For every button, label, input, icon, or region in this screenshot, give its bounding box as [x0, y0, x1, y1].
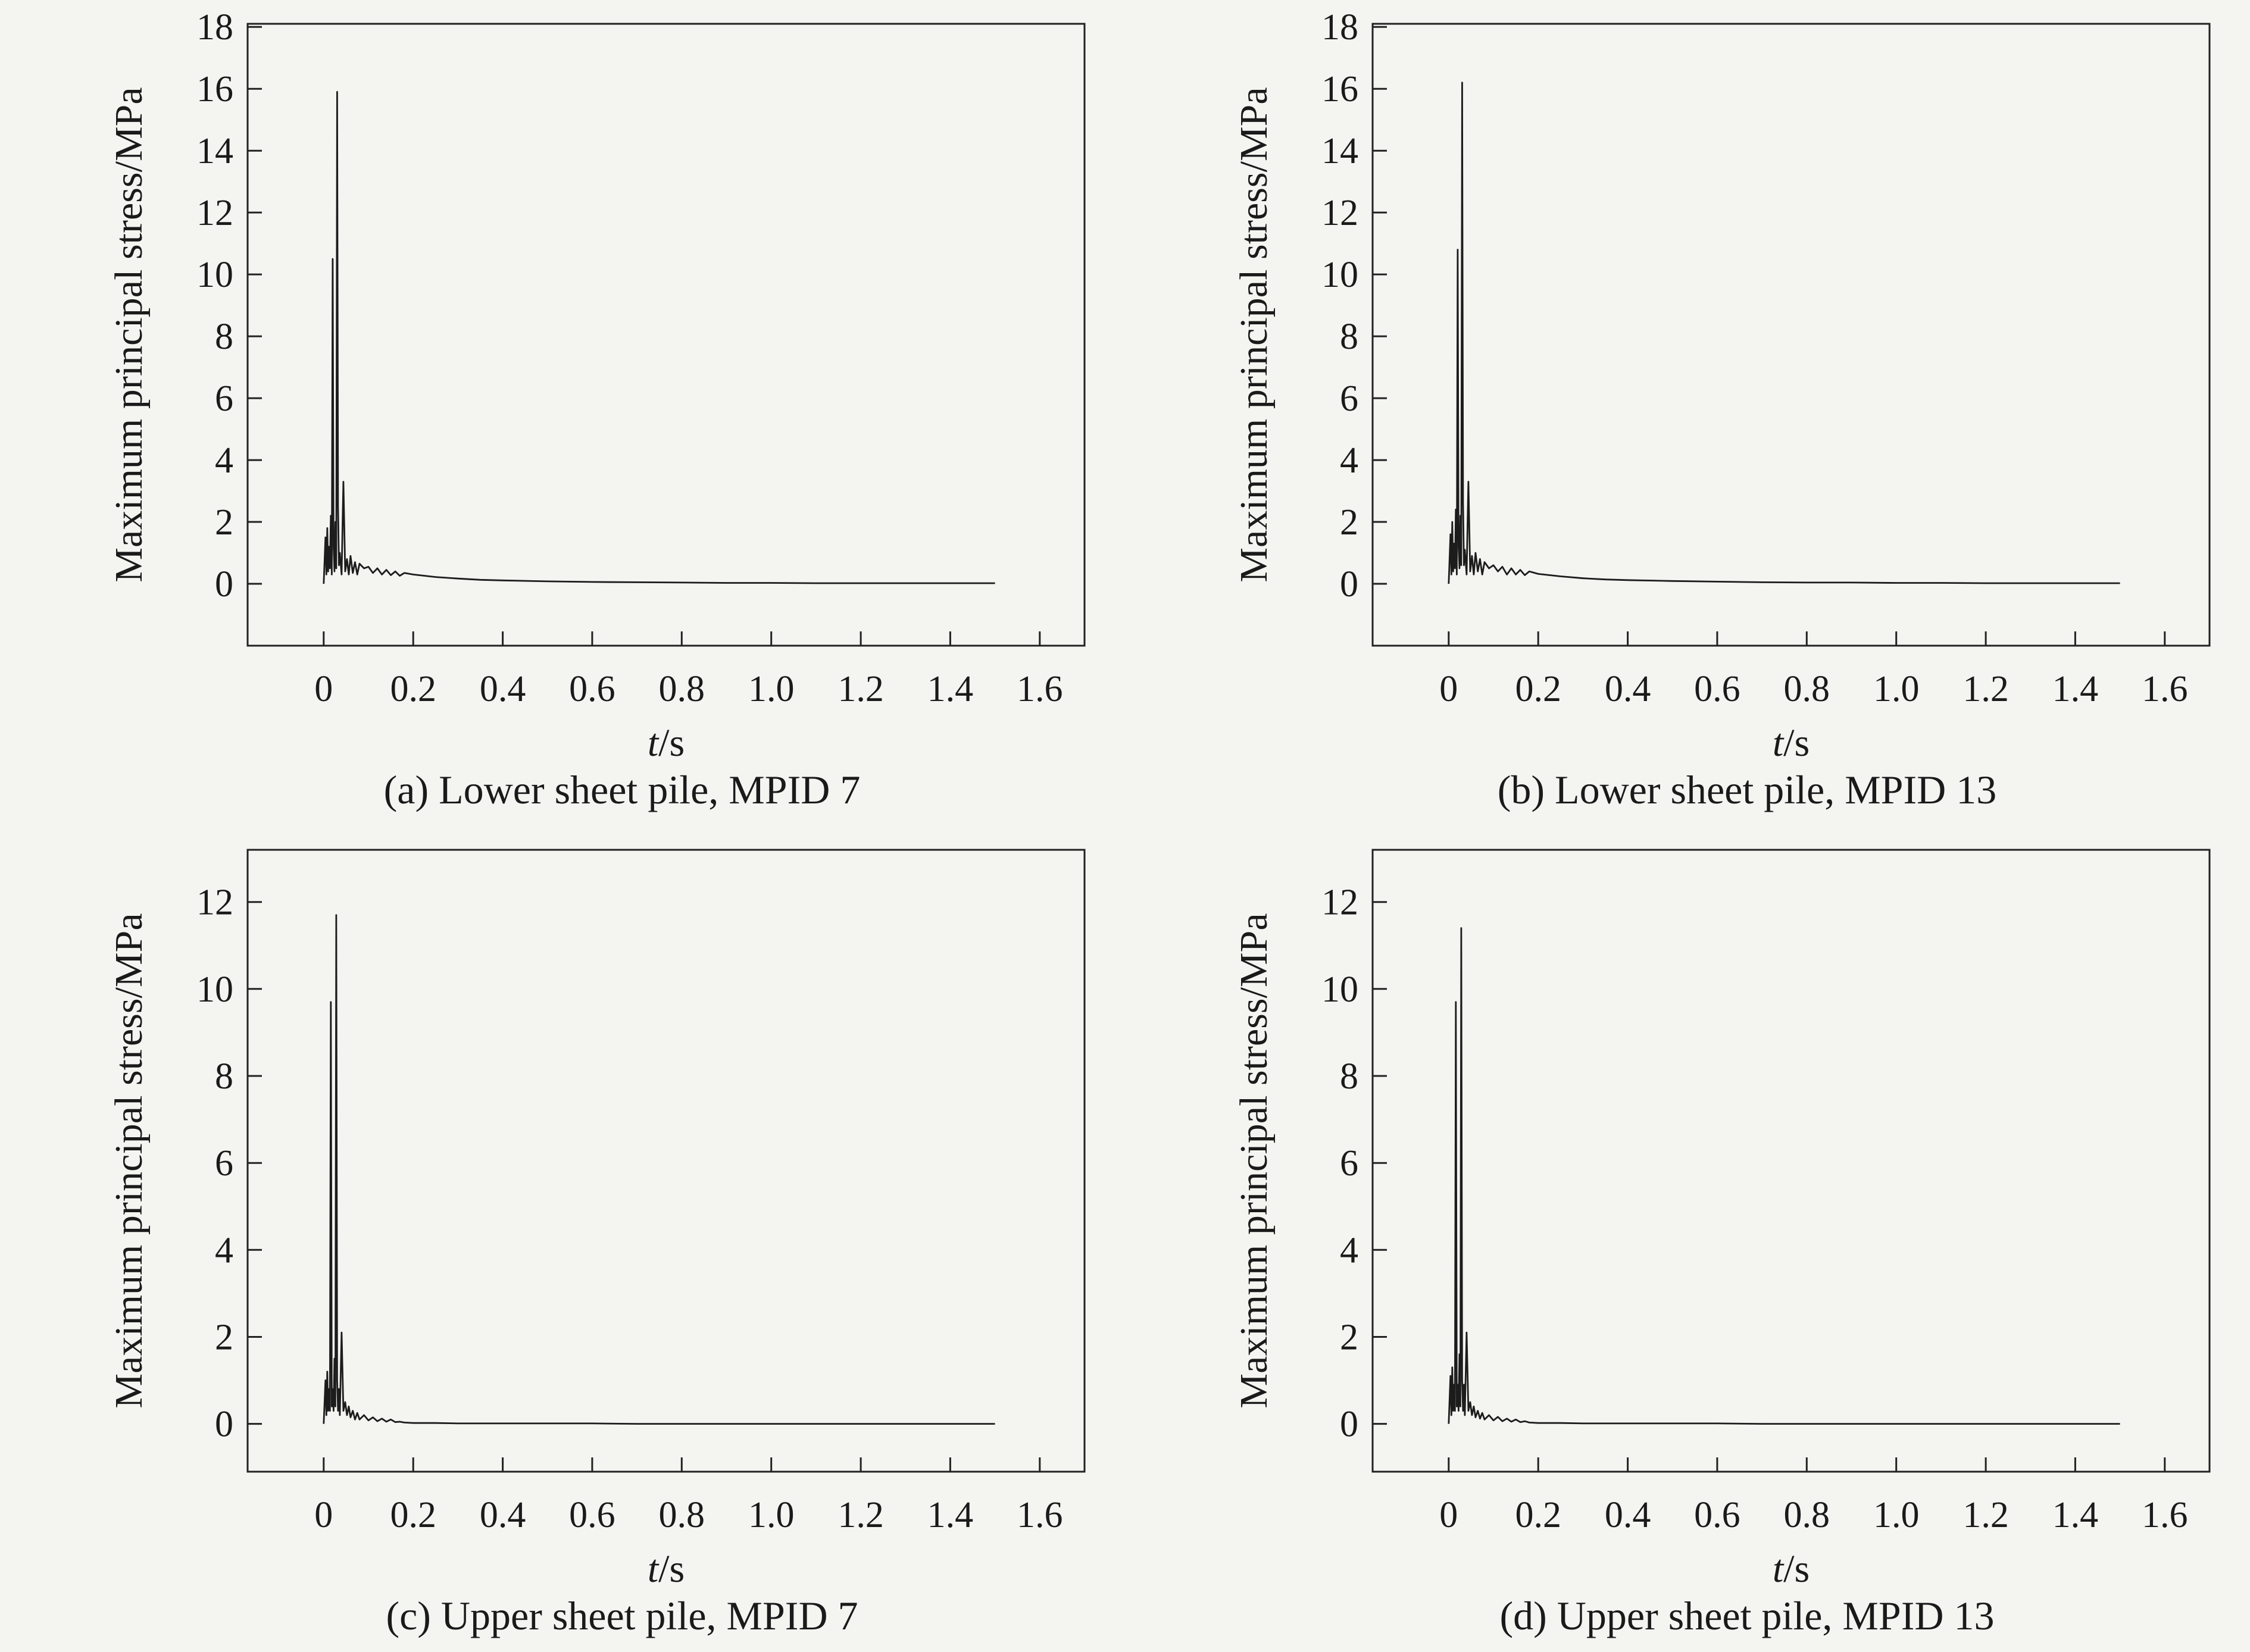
- x-tick-label: 1.4: [927, 1495, 974, 1535]
- y-tick-label: 16: [196, 69, 233, 109]
- x-tick-label: 0.6: [569, 1495, 615, 1535]
- x-tick-label: 0.4: [480, 669, 526, 709]
- y-tick-label: 4: [215, 1230, 233, 1271]
- y-tick-label: 18: [1321, 7, 1358, 48]
- x-tick-label: 0: [314, 1495, 333, 1535]
- chart-a-plot: 0 0.2 0.4 0.6 0.8 1.0 1.2 1.4 1.6 0 2 4 6 8 10 12 14 16 18…: [107, 7, 1086, 765]
- x-tick-label: 0.4: [1605, 1495, 1651, 1535]
- x-tick-label: 0.2: [390, 1495, 436, 1535]
- plot-border: [1371, 849, 2211, 1473]
- x-tick-label: 1.6: [2142, 669, 2188, 709]
- series-line: [1448, 927, 2120, 1425]
- x-tick-label: 0.8: [659, 669, 705, 709]
- x-tick-label: 0.4: [480, 1495, 526, 1535]
- y-tick-label: 8: [1340, 317, 1358, 357]
- y-tick-label: 4: [1340, 440, 1358, 481]
- chart-b-plot: 0 0.2 0.4 0.6 0.8 1.0 1.2 1.4 1.6 0 2 4 6 8 10 12 14 16 18…: [1232, 7, 2211, 765]
- y-tick-label: 10: [1321, 255, 1358, 295]
- x-axis-label: t/s: [648, 721, 685, 765]
- y-tick-label: 12: [196, 883, 233, 923]
- x-tick-label: 0.2: [1515, 669, 1561, 709]
- x-tick-label: 0.8: [1784, 1495, 1830, 1535]
- x-tick-label: 1.2: [1962, 669, 2009, 709]
- y-tick-label: 12: [1321, 883, 1358, 923]
- y-tick-label: 6: [1340, 378, 1358, 419]
- x-tick-label: 0.6: [1694, 1495, 1740, 1535]
- plot-border: [1371, 23, 2211, 647]
- y-tick-label: 12: [1321, 193, 1358, 233]
- y-tick-label: 4: [1340, 1230, 1358, 1271]
- x-tick-label: 1.6: [2142, 1495, 2188, 1535]
- x-tick-label: 1.2: [838, 669, 884, 709]
- x-tick-label: 0.2: [1515, 1495, 1561, 1535]
- x-tick-label: 1.4: [2052, 669, 2099, 709]
- y-tick-label: 8: [215, 317, 233, 357]
- chart-b: 0 0.2 0.4 0.6 0.8 1.0 1.2 1.4 1.6 0 2 4 6 8 10 12 14 16 18…: [1125, 0, 2250, 826]
- x-axis-label: t/s: [648, 1547, 685, 1591]
- y-tick-label: 2: [215, 502, 233, 543]
- series-line: [323, 90, 995, 584]
- y-tick-label: 2: [215, 1318, 233, 1358]
- y-tick-label: 14: [196, 131, 233, 171]
- y-tick-label: 2: [1340, 502, 1358, 543]
- y-tick-label: 6: [215, 378, 233, 419]
- x-tick-label: 0: [1439, 669, 1458, 709]
- y-tick-label: 6: [1340, 1143, 1358, 1184]
- chart-c-plot: 0 0.2 0.4 0.6 0.8 1.0 1.2 1.4 1.6 0 2 4 6 8 10 12 t/s Max…: [107, 849, 1086, 1591]
- x-tick-label: 1.4: [927, 669, 974, 709]
- x-axis-label: t/s: [1773, 721, 1810, 765]
- chart-a: 0 0.2 0.4 0.6 0.8 1.0 1.2 1.4 1.6 0 2 4 6 8 10 12 14 16 18…: [0, 0, 1125, 826]
- y-tick-label: 12: [196, 193, 233, 233]
- y-tick-label: 2: [1340, 1318, 1358, 1358]
- y-tick-label: 0: [215, 1404, 233, 1445]
- chart-c: 0 0.2 0.4 0.6 0.8 1.0 1.2 1.4 1.6 0 2 4 6 8 10 12 t/s Max…: [0, 826, 1125, 1652]
- x-tick-label: 1.0: [1873, 1495, 1920, 1535]
- chart-d-plot: 0 0.2 0.4 0.6 0.8 1.0 1.2 1.4 1.6 0 2 4 6 8 10 12 t/s Max…: [1232, 849, 2211, 1591]
- y-tick-label: 18: [196, 7, 233, 48]
- series-line: [1448, 82, 2120, 584]
- x-tick-label: 1.0: [1873, 669, 1920, 709]
- chart-c-caption: (c) Upper sheet pile, MPID 7: [386, 1593, 858, 1638]
- y-tick-label: 10: [1321, 969, 1358, 1010]
- y-tick-label: 4: [215, 440, 233, 481]
- x-tick-label: 1.0: [748, 1495, 795, 1535]
- y-tick-label: 10: [196, 969, 233, 1010]
- x-tick-label: 1.6: [1017, 1495, 1063, 1535]
- y-tick-label: 0: [1340, 1404, 1358, 1445]
- y-axis-label: Maximum principal stress/MPa: [1232, 87, 1276, 582]
- plot-border: [246, 23, 1086, 647]
- x-tick-label: 0.8: [659, 1495, 705, 1535]
- x-axis-label: t/s: [1773, 1547, 1810, 1591]
- chart-b-caption: (b) Lower sheet pile, MPID 13: [1497, 767, 1997, 812]
- x-tick-label: 0.2: [390, 669, 436, 709]
- x-tick-label: 0.8: [1784, 669, 1830, 709]
- y-axis-label: Maximum principal stress/MPa: [1232, 913, 1276, 1408]
- x-tick-label: 1.6: [1017, 669, 1063, 709]
- y-tick-label: 6: [215, 1143, 233, 1184]
- y-axis-label: Maximum principal stress/MPa: [107, 87, 151, 582]
- x-tick-label: 1.2: [1962, 1495, 2009, 1535]
- chart-a-caption: (a) Lower sheet pile, MPID 7: [383, 767, 861, 812]
- x-tick-label: 0.4: [1605, 669, 1651, 709]
- y-tick-label: 14: [1321, 131, 1358, 171]
- y-tick-label: 10: [196, 255, 233, 295]
- x-tick-label: 1.4: [2052, 1495, 2099, 1535]
- x-tick-label: 1.0: [748, 669, 795, 709]
- y-tick-label: 8: [1340, 1056, 1358, 1097]
- x-tick-label: 1.2: [838, 1495, 884, 1535]
- y-tick-label: 0: [1340, 564, 1358, 605]
- chart-d-caption: (d) Upper sheet pile, MPID 13: [1499, 1593, 1995, 1638]
- x-tick-label: 0.6: [1694, 669, 1740, 709]
- series-line: [323, 914, 995, 1425]
- y-tick-label: 16: [1321, 69, 1358, 109]
- x-tick-label: 0: [314, 669, 333, 709]
- y-tick-label: 8: [215, 1056, 233, 1097]
- y-axis-label: Maximum principal stress/MPa: [107, 913, 151, 1408]
- chart-d: 0 0.2 0.4 0.6 0.8 1.0 1.2 1.4 1.6 0 2 4 6 8 10 12 t/s Max…: [1125, 826, 2250, 1652]
- y-tick-label: 0: [215, 564, 233, 605]
- plot-border: [246, 849, 1086, 1473]
- x-tick-label: 0.6: [569, 669, 615, 709]
- x-tick-label: 0: [1439, 1495, 1458, 1535]
